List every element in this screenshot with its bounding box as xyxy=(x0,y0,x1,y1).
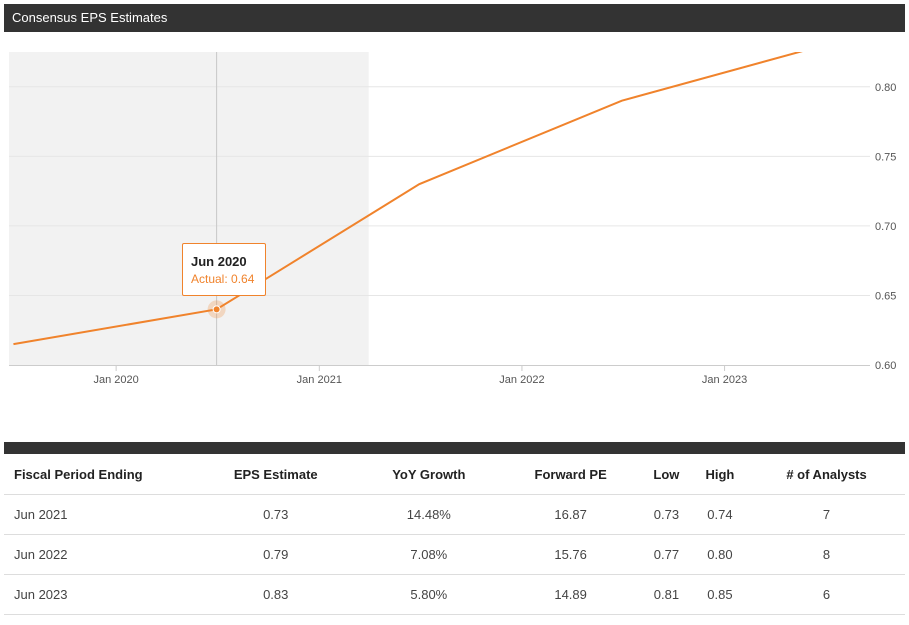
col-yoy-growth[interactable]: YoY Growth xyxy=(357,454,501,495)
cell-high: 0.85 xyxy=(691,574,749,615)
y-tick-label: 0.80 xyxy=(875,82,896,94)
cell-period: Jun 2022 xyxy=(4,534,194,575)
col-forward-pe[interactable]: Forward PE xyxy=(500,454,642,495)
cell-pe: 15.76 xyxy=(500,534,642,575)
estimates-table: Fiscal Period Ending EPS Estimate YoY Gr… xyxy=(4,454,905,615)
cell-analysts: 7 xyxy=(748,494,905,535)
table-row: Jun 2021 0.73 14.48% 16.87 0.73 0.74 7 xyxy=(4,494,905,535)
cell-low: 0.73 xyxy=(641,494,692,535)
eps-series-line xyxy=(13,52,803,346)
table-header-row: Fiscal Period Ending EPS Estimate YoY Gr… xyxy=(4,454,905,495)
data-point-jun-2020 xyxy=(212,305,221,314)
cell-low: 0.81 xyxy=(641,574,692,615)
table-row: Jun 2022 0.79 7.08% 15.76 0.77 0.80 8 xyxy=(4,534,905,575)
cell-analysts: 8 xyxy=(748,534,905,575)
cell-eps: 0.83 xyxy=(194,574,358,615)
cell-growth: 5.80% xyxy=(357,574,501,615)
col-fiscal-period[interactable]: Fiscal Period Ending xyxy=(4,454,194,495)
table-row: Jun 2023 0.83 5.80% 14.89 0.81 0.85 6 xyxy=(4,574,905,615)
x-tick-label: Jan 2021 xyxy=(297,374,342,386)
cell-low: 0.77 xyxy=(641,534,692,575)
y-tick-label: 0.65 xyxy=(875,290,896,302)
y-tick-label: 0.60 xyxy=(875,360,896,372)
x-tick-label: Jan 2020 xyxy=(94,374,139,386)
col-high[interactable]: High xyxy=(691,454,749,495)
tooltip-value: Actual: 0.64 xyxy=(191,272,255,286)
cell-high: 0.80 xyxy=(691,534,749,575)
chart-title: Consensus EPS Estimates xyxy=(12,10,168,25)
tooltip: Jun 2020 Actual: 0.64 xyxy=(182,243,266,296)
cell-eps: 0.79 xyxy=(194,534,358,575)
col-eps-estimate[interactable]: EPS Estimate xyxy=(194,454,358,495)
y-tick-label: 0.75 xyxy=(875,151,896,163)
cell-pe: 16.87 xyxy=(500,494,642,535)
table-header-bar xyxy=(4,442,905,454)
cell-period: Jun 2023 xyxy=(4,574,194,615)
cell-analysts: 6 xyxy=(748,574,905,615)
chart-header: Consensus EPS Estimates xyxy=(4,4,905,32)
cell-growth: 14.48% xyxy=(357,494,501,535)
eps-line-chart[interactable]: 0.60 0.65 0.70 0.75 0.80 Jan 2020 Jan 2021 Jan … xyxy=(0,32,909,402)
actual-period-region xyxy=(9,52,369,365)
tooltip-title: Jun 2020 xyxy=(191,254,247,269)
x-tick-label: Jan 2023 xyxy=(702,374,747,386)
cell-high: 0.74 xyxy=(691,494,749,535)
cell-eps: 0.73 xyxy=(194,494,358,535)
col-num-analysts[interactable]: # of Analysts xyxy=(748,454,905,495)
cell-period: Jun 2021 xyxy=(4,494,194,535)
cell-growth: 7.08% xyxy=(357,534,501,575)
x-tick-label: Jan 2022 xyxy=(499,374,544,386)
col-low[interactable]: Low xyxy=(641,454,692,495)
cell-pe: 14.89 xyxy=(500,574,642,615)
y-tick-label: 0.70 xyxy=(875,221,896,233)
